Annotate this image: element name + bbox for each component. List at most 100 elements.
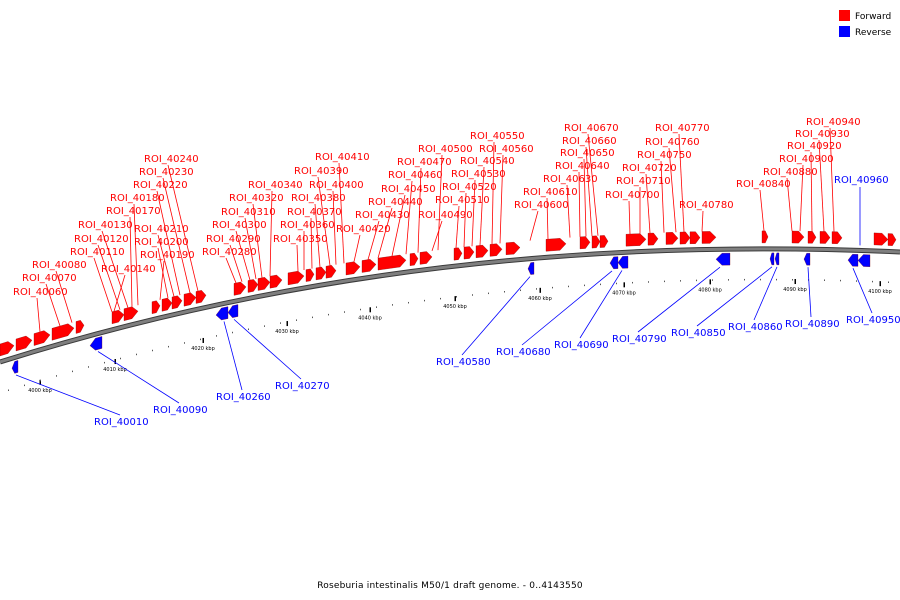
- minor-tick: [744, 278, 745, 281]
- forward-feature-label: ROI_40370: [287, 207, 342, 218]
- reverse-gene: [803, 253, 811, 266]
- minor-tick: [856, 280, 857, 282]
- forward-gene: [377, 254, 407, 271]
- scale-tick-label: 4100 kbp: [868, 289, 892, 295]
- forward-gene: [15, 335, 33, 352]
- scale-tick-label: 4030 kbp: [275, 329, 299, 335]
- forward-leader-line: [678, 133, 685, 233]
- reverse-feature-label: ROI_40680: [496, 347, 551, 358]
- forward-leader-line: [455, 205, 460, 249]
- forward-gene: [247, 279, 259, 293]
- forward-feature-label: ROI_40080: [32, 260, 87, 271]
- forward-leader-line: [317, 176, 331, 266]
- reverse-gene: [11, 360, 19, 374]
- forward-leader-line: [786, 177, 793, 232]
- scale-tick-mark: [709, 279, 711, 285]
- forward-feature-label: ROI_40610: [523, 187, 578, 198]
- gene-features: [0, 230, 897, 374]
- forward-leader-line: [829, 127, 835, 232]
- minor-tick: [568, 285, 569, 288]
- reverse-feature-label: ROI_40580: [436, 357, 491, 368]
- minor-tick: [88, 366, 89, 368]
- genome-caption: Roseburia intestinalis M50/1 draft genom…: [317, 581, 583, 591]
- reverse-leader-line: [461, 276, 531, 356]
- forward-gene: [689, 231, 701, 244]
- forward-leader-line: [578, 171, 581, 237]
- scale-tick-mark: [39, 379, 41, 385]
- forward-leader-line: [529, 210, 539, 241]
- forward-gene: [419, 251, 433, 265]
- forward-leader-line: [97, 244, 121, 310]
- scale-tick-mark: [454, 296, 456, 302]
- reverse-feature-label: ROI_40950: [846, 315, 900, 326]
- reverse-leader-line: [97, 351, 180, 404]
- reverse-feature-label: ROI_40260: [216, 392, 271, 403]
- minor-tick: [216, 335, 217, 337]
- minor-tick: [328, 313, 329, 316]
- forward-leader-line: [229, 244, 243, 282]
- minor-tick: [552, 286, 553, 289]
- forward-feature-label: ROI_40290: [206, 234, 261, 245]
- forward-leader-line: [810, 151, 813, 232]
- forward-gene: [463, 246, 475, 260]
- reverse-feature-label: ROI_40960: [834, 175, 889, 186]
- forward-gene: [33, 330, 51, 346]
- minor-tick: [376, 306, 377, 308]
- forward-leader-line: [583, 158, 587, 237]
- reverse-leader-line: [233, 319, 302, 380]
- reverse-feature-label: ROI_40860: [728, 322, 783, 333]
- forward-feature-label: ROI_40430: [355, 210, 410, 221]
- forward-feature-label: ROI_40130: [78, 220, 133, 231]
- forward-gene: [269, 274, 283, 289]
- forward-gene: [819, 231, 831, 244]
- forward-feature-label: ROI_40640: [555, 161, 610, 172]
- reverse-gene: [227, 304, 239, 318]
- forward-feature-label: ROI_40060: [13, 287, 68, 298]
- minor-tick: [360, 308, 361, 311]
- forward-gene: [51, 323, 75, 341]
- reverse-gene: [774, 252, 780, 266]
- scale-tick-mark: [539, 287, 541, 293]
- forward-feature-label: ROI_40390: [294, 166, 349, 177]
- forward-gene: [315, 266, 327, 281]
- forward-feature-label: ROI_40650: [560, 148, 615, 159]
- forward-feature-label: ROI_40530: [451, 169, 506, 180]
- forward-gene: [161, 297, 173, 312]
- forward-leader-line: [252, 203, 263, 278]
- scale-tick-mark: [286, 321, 288, 327]
- minor-tick: [344, 311, 345, 313]
- reverse-gene: [769, 252, 775, 266]
- forward-feature-label: ROI_40440: [368, 197, 423, 208]
- forward-leader-line: [244, 217, 257, 280]
- reverse-feature-label: ROI_40090: [153, 405, 208, 416]
- minor-tick: [200, 338, 201, 341]
- forward-leader-line: [367, 220, 380, 260]
- legend-forward-label: Forward: [855, 12, 891, 22]
- forward-gene: [183, 292, 197, 307]
- forward-gene: [873, 232, 889, 246]
- forward-gene: [625, 233, 647, 247]
- forward-feature-label: ROI_40320: [229, 193, 284, 204]
- forward-leader-line: [391, 194, 406, 257]
- minor-tick: [888, 281, 889, 283]
- reverse-gene: [527, 262, 535, 275]
- forward-leader-line: [463, 192, 467, 248]
- reverse-feature-label: ROI_40270: [275, 381, 330, 392]
- minor-tick: [312, 316, 313, 319]
- minor-tick: [664, 280, 665, 283]
- label-leader-lines: [15, 127, 873, 416]
- reverse-leader-line: [579, 270, 623, 339]
- forward-leader-line: [471, 179, 476, 247]
- forward-feature-label: ROI_40110: [70, 247, 125, 258]
- forward-gene: [305, 268, 315, 282]
- reverse-gene: [215, 306, 229, 321]
- scale-tick-label: 4080 kbp: [698, 287, 722, 293]
- forward-feature-label: ROI_40210: [134, 224, 189, 235]
- scale-tick-label: 4040 kbp: [358, 315, 382, 321]
- forward-leader-line: [645, 173, 651, 234]
- forward-gene: [475, 244, 489, 258]
- forward-leader-line: [45, 283, 61, 327]
- forward-feature-label: ROI_40720: [622, 163, 677, 174]
- forward-gene: [325, 265, 337, 279]
